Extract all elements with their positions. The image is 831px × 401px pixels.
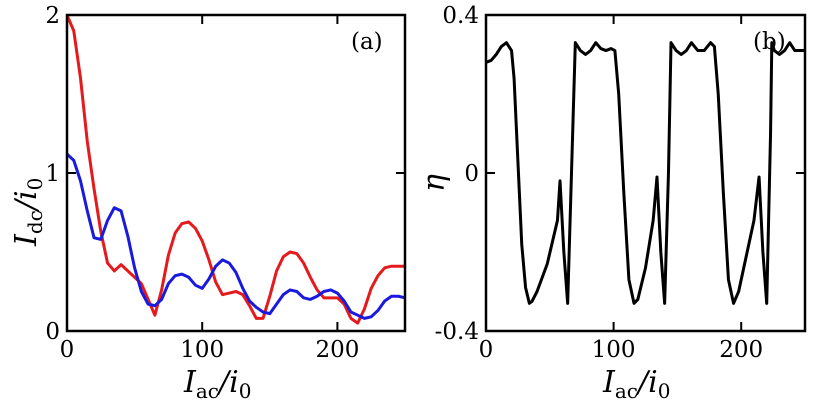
panel-a-xtick-label: 200 bbox=[315, 337, 359, 363]
panel-b-xtick-label: 0 bbox=[479, 337, 494, 363]
panel-a-ylabel: Idc/i0 bbox=[9, 178, 47, 247]
panel-a-xlabel: Iac/i0 bbox=[183, 365, 251, 401]
panel-b-ytick-label: -0.4 bbox=[435, 319, 479, 345]
panel-a-ylabel-sub: dc bbox=[23, 210, 47, 234]
panel-b-ytick-label: 0.4 bbox=[442, 3, 479, 29]
panel-b-xtick-label: 100 bbox=[592, 337, 636, 363]
panel-b-label: (b) bbox=[753, 29, 786, 55]
panel-a-xlabel-tail-sub: 0 bbox=[239, 379, 252, 401]
panel-a-ytick-label: 1 bbox=[45, 161, 60, 187]
panel-a-series-2-line bbox=[67, 152, 405, 320]
panel-b-xtick-label: 200 bbox=[719, 337, 763, 363]
panel-a-ytick-label: 2 bbox=[45, 3, 60, 29]
panel-a-ytick-label: 0 bbox=[45, 319, 60, 345]
panel-b-xlabel-main: I bbox=[602, 365, 616, 400]
panel-b: η Iac/i0 (b) 0 100 200-0.400.4 bbox=[417, 3, 807, 401]
panel-a-ylabel-tail: /i bbox=[9, 190, 44, 213]
panel-b-frame bbox=[484, 13, 807, 333]
panel-b-xlabel: Iac/i0 bbox=[602, 365, 670, 401]
panel-b-ylabel: η bbox=[417, 174, 452, 192]
panel-b-xlabel-sub: ac bbox=[615, 379, 638, 401]
panel-a-series-1-line bbox=[67, 15, 405, 325]
panel-b-series-1-line bbox=[486, 41, 805, 305]
panel-a-label: (a) bbox=[351, 29, 383, 55]
panel-a-xlabel-tail: /i bbox=[216, 365, 239, 400]
panel-a-xlabel-sub: ac bbox=[196, 379, 219, 401]
panel-b-xlabel-tail: /i bbox=[635, 365, 658, 400]
panel-a-xtick-label: 0 bbox=[60, 337, 75, 363]
panel-a-ylabel-tail-sub: 0 bbox=[23, 178, 47, 191]
panel-b-xlabel-tail-sub: 0 bbox=[658, 379, 671, 401]
panel-b-ytick-label: 0 bbox=[464, 161, 479, 187]
panel-a-xlabel-main: I bbox=[183, 365, 197, 400]
panel-a-frame bbox=[65, 13, 407, 333]
panel-b-ylabel-main: η bbox=[417, 174, 452, 192]
panel-a-xtick-label: 100 bbox=[180, 337, 224, 363]
panel-a-ylabel-main: I bbox=[9, 233, 44, 247]
